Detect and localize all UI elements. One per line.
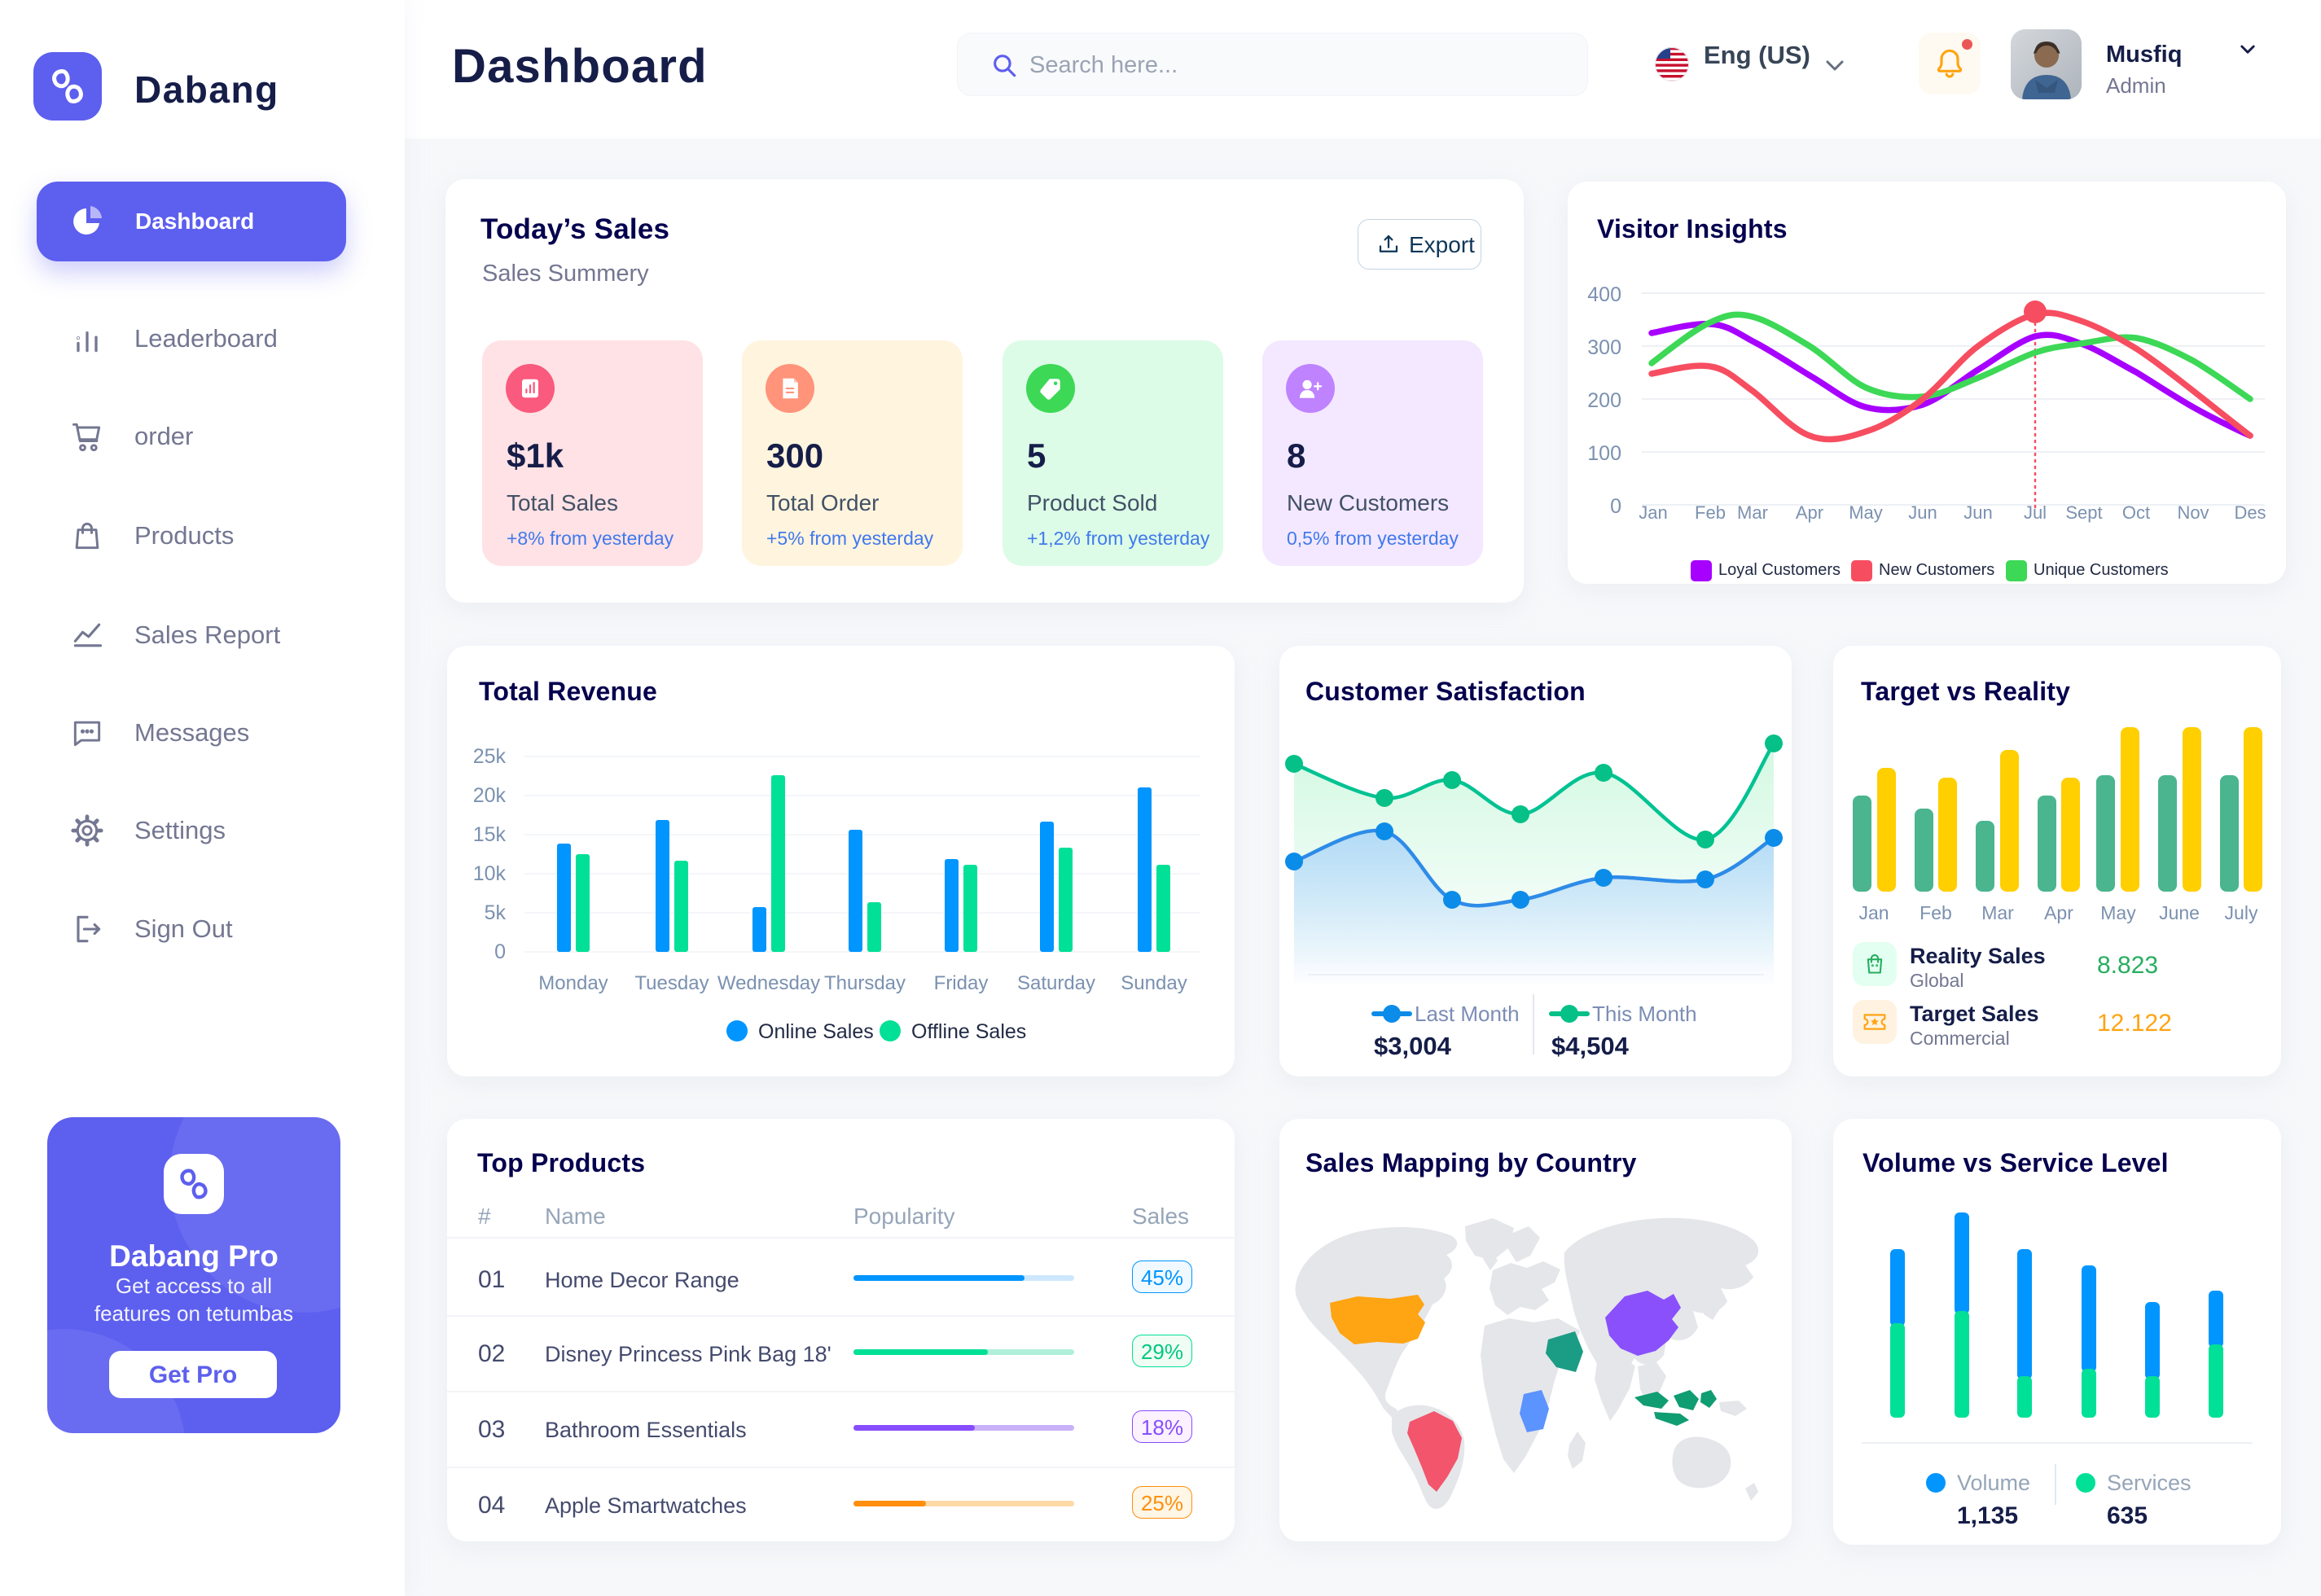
svg-text:$3,004: $3,004 [1374, 1032, 1452, 1060]
svg-text:May: May [1849, 502, 1883, 523]
svg-text:Apr: Apr [1796, 502, 1823, 523]
svg-text:Last Month: Last Month [1415, 1002, 1520, 1026]
svg-text:Nov: Nov [2177, 502, 2209, 523]
svg-text:300: 300 [1587, 336, 1621, 359]
svg-text:Online Sales: Online Sales [758, 1020, 874, 1043]
svg-text:This Month: This Month [1592, 1002, 1697, 1026]
svg-text:Jun: Jun [1908, 502, 1937, 523]
svg-text:Sunday: Sunday [1121, 972, 1187, 994]
svg-text:Des: Des [2234, 502, 2266, 523]
svg-text:$4,504: $4,504 [1551, 1032, 1630, 1060]
svg-text:20k: 20k [473, 784, 507, 807]
svg-text:635: 635 [2107, 1502, 2148, 1529]
svg-text:Oct: Oct [2122, 502, 2150, 523]
svg-text:Saturday: Saturday [1017, 972, 1095, 994]
svg-text:Mar: Mar [1737, 502, 1768, 523]
svg-text:0: 0 [1610, 495, 1621, 518]
svg-text:Friday: Friday [934, 972, 989, 994]
svg-text:Feb: Feb [1920, 902, 1952, 923]
svg-text:Offline Sales: Offline Sales [911, 1020, 1026, 1043]
svg-text:Wednesday: Wednesday [717, 972, 820, 994]
svg-text:Monday: Monday [538, 972, 608, 994]
svg-text:Mar: Mar [1981, 902, 2014, 923]
svg-text:Thursday: Thursday [824, 972, 906, 994]
svg-text:Sept: Sept [2065, 502, 2102, 523]
svg-text:400: 400 [1587, 283, 1621, 306]
svg-text:June: June [2159, 902, 2200, 923]
svg-text:100: 100 [1587, 442, 1621, 465]
svg-text:1,135: 1,135 [1957, 1502, 2018, 1529]
svg-text:10k: 10k [473, 862, 507, 885]
svg-text:25k: 25k [473, 745, 507, 768]
svg-text:Services: Services [2107, 1471, 2192, 1495]
svg-text:5k: 5k [485, 901, 507, 924]
svg-text:Jun: Jun [1963, 502, 1992, 523]
svg-text:Feb: Feb [1695, 502, 1726, 523]
svg-text:Tuesday: Tuesday [634, 972, 709, 994]
svg-text:15k: 15k [473, 823, 507, 846]
svg-text:200: 200 [1587, 389, 1621, 412]
svg-text:Jan: Jan [1639, 502, 1667, 523]
svg-text:Jan: Jan [1858, 902, 1889, 923]
svg-text:Volume: Volume [1957, 1471, 2030, 1495]
svg-text:Apr: Apr [2044, 902, 2073, 923]
svg-text:May: May [2100, 902, 2136, 923]
svg-text:0: 0 [494, 940, 506, 963]
svg-text:July: July [2225, 902, 2258, 923]
